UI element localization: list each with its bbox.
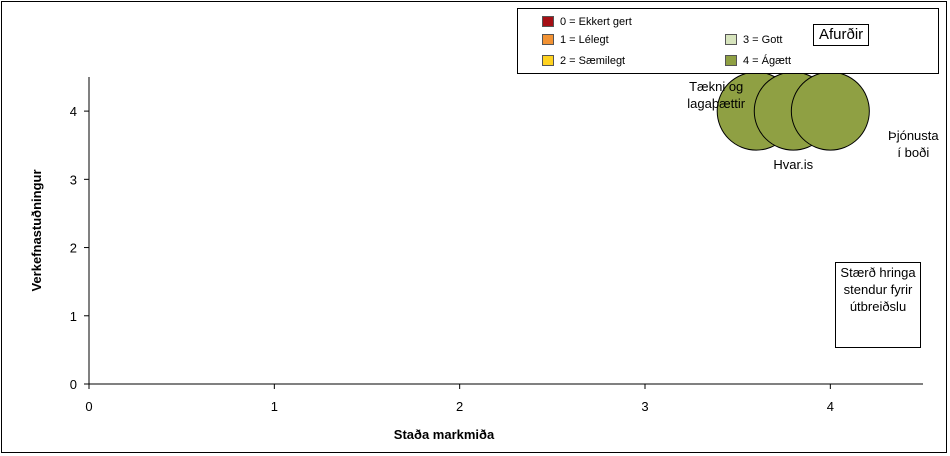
legend-label-4: 4 = Ágætt	[743, 55, 792, 67]
legend-swatch-1	[542, 34, 554, 45]
legend-swatch-2	[542, 55, 554, 66]
x-tick-label: 3	[641, 399, 648, 414]
legend-label-0: 0 = Ekkert gert	[560, 16, 632, 28]
y-tick-label: 4	[70, 104, 77, 119]
legend-item-2: 2 = Sæmilegt	[542, 54, 625, 68]
legend-label-2: 2 = Sæmilegt	[560, 55, 626, 67]
x-tick-label: 1	[271, 399, 278, 414]
legend-item-1: 1 = Lélegt	[542, 33, 609, 47]
x-tick-label: 0	[85, 399, 92, 414]
x-axis-title: Staða markmiða	[394, 427, 495, 442]
legend-item-3: 3 = Gott	[725, 33, 782, 47]
bubble-label-0: Tækni og	[689, 79, 743, 94]
legend-title: Afurðir	[813, 24, 870, 46]
bubble-label-2: í boði	[897, 145, 929, 160]
legend: 0 = Ekkert gert 1 = Lélegt 2 = Sæmilegt …	[517, 8, 939, 74]
y-tick-label: 2	[70, 241, 77, 256]
x-tick-label: 2	[456, 399, 463, 414]
legend-label-3: 3 = Gott	[743, 34, 783, 46]
x-tick-label: 4	[827, 399, 834, 414]
legend-swatch-3	[725, 34, 737, 45]
legend-swatch-4	[725, 55, 737, 66]
y-tick-label: 1	[70, 309, 77, 324]
bubble-label-1: Hvar.is	[773, 157, 813, 172]
y-tick-label: 3	[70, 172, 77, 187]
legend-item-0: 0 = Ekkert gert	[542, 15, 632, 29]
bubble-label-0: lagaþættir	[687, 96, 745, 111]
legend-swatch-0	[542, 16, 554, 27]
legend-item-4: 4 = Ágætt	[725, 54, 791, 68]
bubble-label-2: Þjónusta	[888, 128, 939, 143]
bubble-size-note: Stærð hringa stendur fyrir útbreiðslu	[835, 262, 921, 348]
y-axis-title: Verkefnastuðningur	[29, 169, 44, 291]
bubble-2	[790, 71, 870, 151]
y-tick-label: 0	[70, 377, 77, 392]
legend-label-1: 1 = Lélegt	[560, 34, 609, 46]
